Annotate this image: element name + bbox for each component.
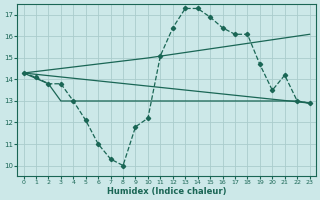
X-axis label: Humidex (Indice chaleur): Humidex (Indice chaleur) — [107, 187, 226, 196]
